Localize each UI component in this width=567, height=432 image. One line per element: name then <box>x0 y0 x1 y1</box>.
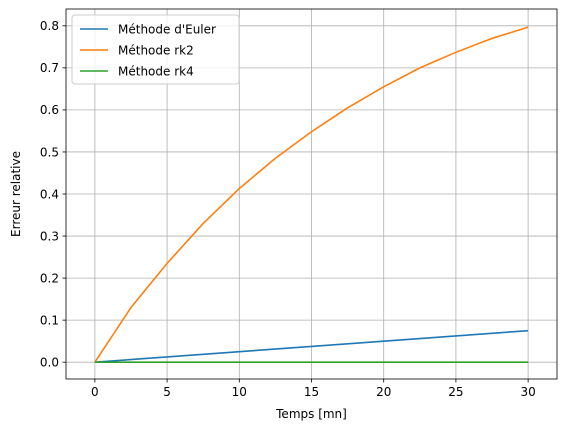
x-tick-label: 10 <box>232 385 247 399</box>
x-tick-label: 30 <box>520 385 535 399</box>
series-line-1 <box>94 26 529 363</box>
y-axis-label: Erreur relative <box>9 151 23 237</box>
x-axis-label: Temps [mn] <box>275 407 347 421</box>
y-tick-label: 0.0 <box>40 355 59 369</box>
legend-box <box>71 14 240 85</box>
x-tick-label: 20 <box>376 385 391 399</box>
x-tick-label: 25 <box>448 385 463 399</box>
y-tick-label: 0.2 <box>40 271 59 285</box>
x-tick-label: 0 <box>91 385 99 399</box>
legend-label: Méthode rk4 <box>118 64 194 78</box>
x-tick-label: 5 <box>163 385 171 399</box>
y-tick-label: 0.3 <box>40 229 59 243</box>
y-tick-label: 0.1 <box>40 313 59 327</box>
y-tick-label: 0.5 <box>40 145 59 159</box>
y-tick-label: 0.6 <box>40 103 59 117</box>
series-line-0 <box>94 329 529 363</box>
legend-label: Méthode d'Euler <box>118 22 216 36</box>
series-layer <box>94 26 529 363</box>
x-tick-label: 15 <box>304 385 319 399</box>
legend-label: Méthode rk2 <box>118 43 194 57</box>
legend: Méthode d'Euler Méthode rk2 Méthode rk4 <box>71 14 240 85</box>
y-tick-label: 0.4 <box>40 187 59 201</box>
y-tick-label: 0.8 <box>40 19 59 33</box>
y-tick-label: 0.7 <box>40 61 59 75</box>
ticks: 0 5 10 15 20 25 30 0.0 0.1 0.2 0.3 0.4 0.5 0.6 0.7 0.8 <box>40 19 536 399</box>
